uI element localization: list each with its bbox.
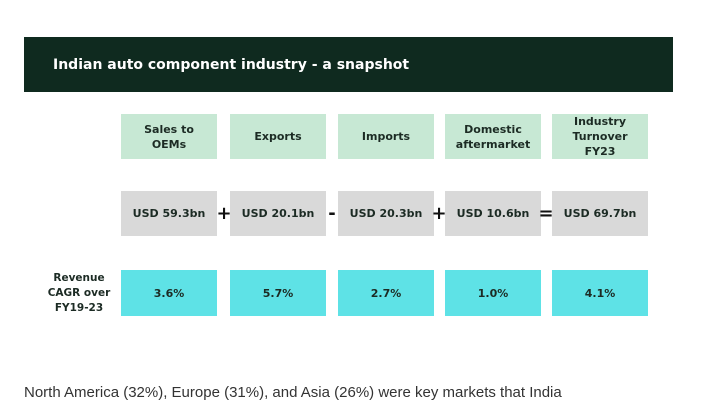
plus-operator: +: [431, 202, 447, 224]
body-paragraph: North America (32%), Europe (31%), and A…: [24, 384, 562, 401]
cagr-domestic-aftermarket: 1.0%: [445, 270, 541, 316]
value-exports: USD 20.1bn: [230, 191, 326, 236]
cagr-row-label: Revenue CAGR over FY19-23: [47, 272, 111, 314]
minus-operator: -: [328, 202, 336, 224]
header-sales-to-oems: Sales to OEMs: [121, 114, 217, 159]
infographic-title-banner: Indian auto component industry - a snaps…: [24, 37, 673, 92]
header-exports: Exports: [230, 114, 326, 159]
value-imports: USD 20.3bn: [338, 191, 434, 236]
equals-operator: =: [538, 202, 554, 224]
cagr-industry-turnover: 4.1%: [552, 270, 648, 316]
cagr-sales-to-oems: 3.6%: [121, 270, 217, 316]
infographic-title: Indian auto component industry - a snaps…: [53, 56, 410, 73]
header-imports: Imports: [338, 114, 434, 159]
header-domestic-aftermarket: Domestic aftermarket: [445, 114, 541, 159]
header-industry-turnover: Industry Turnover FY23: [552, 114, 648, 159]
cagr-imports: 2.7%: [338, 270, 434, 316]
plus-operator: +: [216, 202, 232, 224]
value-industry-turnover: USD 69.7bn: [552, 191, 648, 236]
value-sales-to-oems: USD 59.3bn: [121, 191, 217, 236]
value-domestic-aftermarket: USD 10.6bn: [445, 191, 541, 236]
cagr-exports: 5.7%: [230, 270, 326, 316]
